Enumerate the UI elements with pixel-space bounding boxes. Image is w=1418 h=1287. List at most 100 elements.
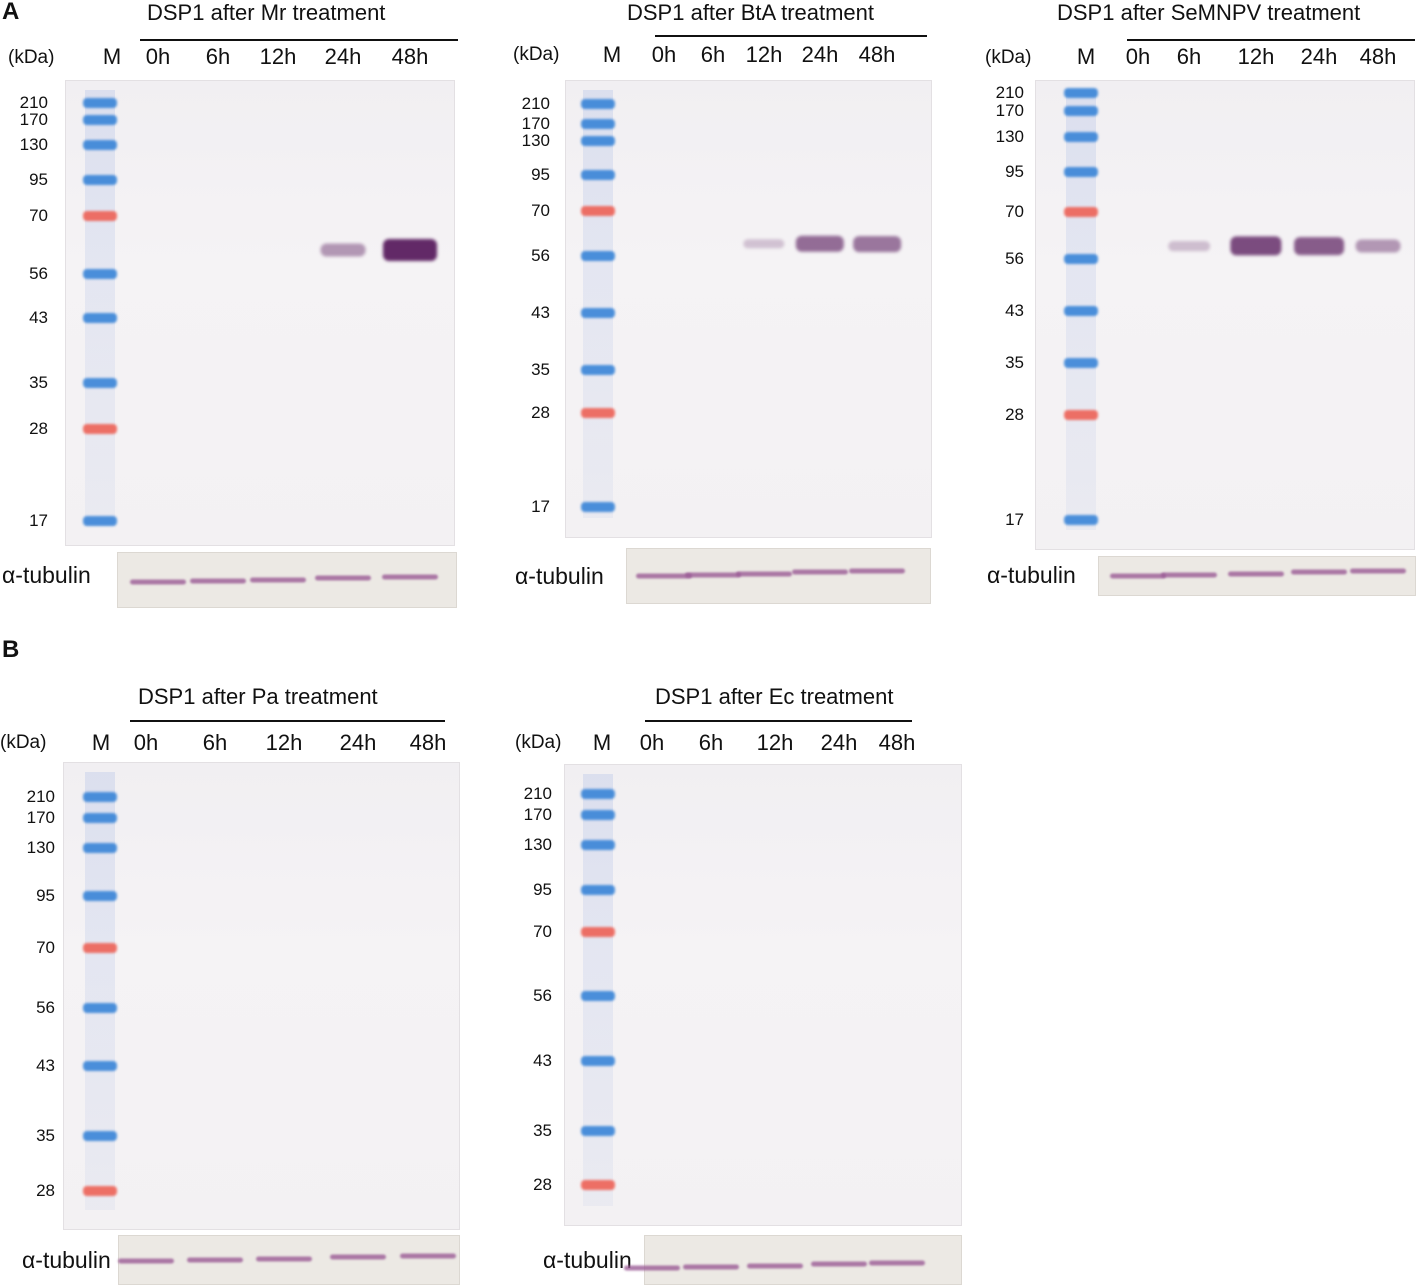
tubulin-band xyxy=(683,1264,739,1270)
title-underline xyxy=(140,39,458,41)
lane-label-24h: 24h xyxy=(801,42,839,67)
mw-label: 43 xyxy=(36,1056,55,1075)
mw-label: 35 xyxy=(29,373,48,392)
mw-label: 210 xyxy=(521,94,550,113)
tubulin-band xyxy=(792,569,848,575)
dsp1-band xyxy=(320,243,366,257)
blot-membrane xyxy=(1035,80,1415,550)
mw-label: 35 xyxy=(36,1126,55,1145)
marker-band xyxy=(83,140,117,150)
mw-label: 170 xyxy=(995,101,1024,120)
mw-label: 17 xyxy=(1005,510,1024,529)
mw-label: 210 xyxy=(995,83,1024,102)
marker-band xyxy=(1064,132,1098,142)
marker-band xyxy=(1064,207,1098,217)
mw-label: 130 xyxy=(521,131,550,150)
mw-label: 56 xyxy=(36,998,55,1017)
kda-unit-label: (kDa) xyxy=(985,47,1032,68)
blot-title: DSP1 after Ec treatment xyxy=(655,684,894,709)
title-underline xyxy=(1127,39,1415,41)
mw-label: 35 xyxy=(1005,353,1024,372)
blot-membrane xyxy=(65,80,455,546)
marker-band xyxy=(581,927,615,937)
marker-band xyxy=(83,269,117,279)
tubulin-band xyxy=(400,1253,456,1259)
marker-band xyxy=(1064,106,1098,116)
lane-label-12h: 12h xyxy=(756,730,794,755)
marker-band xyxy=(83,378,117,388)
lane-label-48h: 48h xyxy=(858,42,896,67)
dsp1-band xyxy=(795,235,845,253)
marker-band xyxy=(83,813,117,823)
marker-band xyxy=(83,211,117,221)
tubulin-label: α-tubulin xyxy=(2,562,91,588)
mw-label: 70 xyxy=(36,938,55,957)
tubulin-label: α-tubulin xyxy=(543,1247,632,1273)
marker-band xyxy=(83,843,117,853)
kda-unit-label: (kDa) xyxy=(0,732,47,753)
marker-band xyxy=(83,1061,117,1071)
marker-band xyxy=(1064,515,1098,525)
mw-label: 28 xyxy=(36,1181,55,1200)
panel-label-a: A xyxy=(2,0,20,25)
lane-label-24h: 24h xyxy=(1300,44,1338,69)
lane-label-48h: 48h xyxy=(1359,44,1397,69)
blot-membrane xyxy=(63,762,460,1230)
marker-band xyxy=(1064,88,1098,98)
lane-label-6h: 6h xyxy=(700,42,726,67)
tubulin-band xyxy=(256,1256,312,1262)
mw-label: 35 xyxy=(533,1121,552,1140)
mw-label: 95 xyxy=(531,165,550,184)
mw-label: 130 xyxy=(995,127,1024,146)
mw-label: 43 xyxy=(29,308,48,327)
blot-title: DSP1 after SeMNPV treatment xyxy=(1057,0,1361,25)
mw-label: 28 xyxy=(1005,405,1024,424)
lane-label-6h: 6h xyxy=(202,730,228,755)
marker-band xyxy=(581,810,615,820)
dsp1-band xyxy=(1294,237,1344,255)
marker-band xyxy=(83,943,117,953)
marker-band xyxy=(83,98,117,108)
lane-label-48h: 48h xyxy=(391,44,429,69)
mw-label: 170 xyxy=(19,110,48,129)
marker-band xyxy=(83,1131,117,1141)
lane-label-48h: 48h xyxy=(409,730,447,755)
mw-label: 130 xyxy=(19,135,48,154)
tubulin-band xyxy=(869,1260,925,1266)
marker-ladder-smear xyxy=(583,774,613,1206)
mw-label: 56 xyxy=(533,986,552,1005)
mw-label: 170 xyxy=(521,114,550,133)
mw-label: 95 xyxy=(1005,162,1024,181)
mw-label: 210 xyxy=(523,784,552,803)
tubulin-band xyxy=(1110,573,1166,579)
tubulin-band xyxy=(636,573,692,579)
kda-unit-label: (kDa) xyxy=(515,732,562,753)
marker-band xyxy=(581,119,615,129)
tubulin-strip xyxy=(644,1235,962,1285)
tubulin-band xyxy=(130,579,186,585)
marker-band xyxy=(83,1186,117,1196)
marker-band xyxy=(83,891,117,901)
blot-membrane xyxy=(564,764,962,1226)
marker-band xyxy=(581,789,615,799)
lane-label-0h: 0h xyxy=(1125,44,1151,69)
mw-label: 130 xyxy=(523,835,552,854)
mw-label: 70 xyxy=(29,206,48,225)
tubulin-band xyxy=(315,575,371,581)
tubulin-band xyxy=(849,568,905,574)
mw-label: 70 xyxy=(533,922,552,941)
blot-title: DSP1 after Pa treatment xyxy=(138,684,378,709)
mw-label: 130 xyxy=(26,838,55,857)
lane-label-6h: 6h xyxy=(205,44,231,69)
marker-band xyxy=(581,170,615,180)
marker-band xyxy=(581,991,615,1001)
marker-band xyxy=(83,313,117,323)
tubulin-band xyxy=(118,1258,174,1264)
mw-label: 70 xyxy=(1005,202,1024,221)
tubulin-band xyxy=(330,1254,386,1260)
lane-label-0h: 0h xyxy=(651,42,677,67)
tubulin-band xyxy=(624,1265,680,1271)
marker-band xyxy=(1064,254,1098,264)
lane-label-6h: 6h xyxy=(1176,44,1202,69)
marker-band xyxy=(83,175,117,185)
